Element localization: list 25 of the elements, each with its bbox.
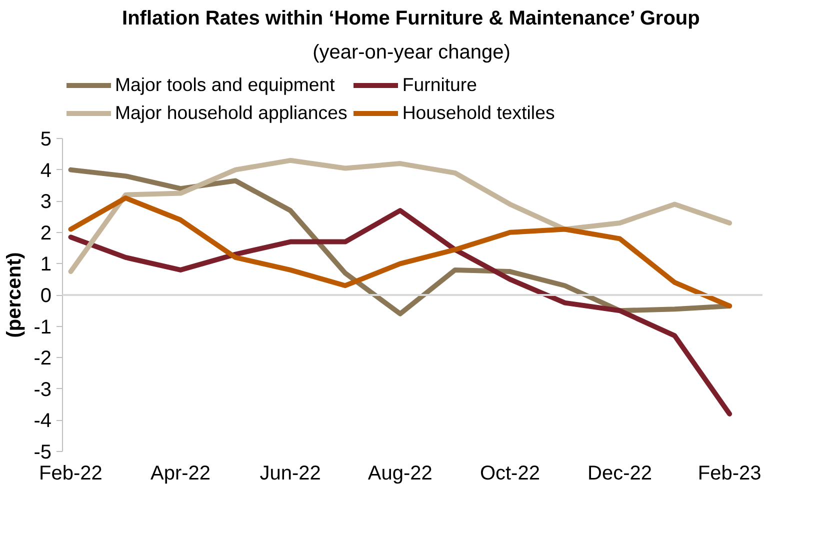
y-tick-label: 0 (40, 285, 52, 307)
x-tick-label: Oct-22 (480, 462, 540, 484)
y-tick-label: 2 (40, 222, 52, 244)
chart-subtitle: (year-on-year change) (312, 42, 510, 64)
y-tick-label: 3 (40, 191, 52, 214)
legend-label: Major household appliances (115, 102, 348, 124)
legend-label: Major tools and equipment (115, 74, 335, 96)
y-tick-label: -4 (34, 410, 52, 432)
legend-label: Household textiles (402, 102, 555, 124)
y-axis-title: (percent) (4, 252, 26, 338)
y-tick-label: 4 (40, 160, 52, 182)
x-tick-label: Jun-22 (260, 462, 321, 484)
y-tick-label: 1 (40, 254, 52, 276)
y-tick-label: -2 (34, 348, 52, 370)
y-tick-label: 5 (40, 128, 52, 150)
x-tick-label: Feb-23 (698, 462, 762, 484)
y-tick-label: -5 (34, 442, 52, 464)
chart-title: Inflation Rates within ‘Home Furniture & Maintenance’ Group (122, 8, 700, 30)
y-tick-label: -1 (34, 316, 52, 338)
legend-label: Furniture (402, 74, 477, 96)
x-tick-label: Aug-22 (368, 462, 432, 484)
x-tick-label: Feb-22 (39, 462, 102, 484)
x-tick-label: Dec-22 (588, 462, 652, 484)
x-tick-label: Apr-22 (150, 462, 211, 484)
y-tick-label: -3 (34, 378, 52, 401)
